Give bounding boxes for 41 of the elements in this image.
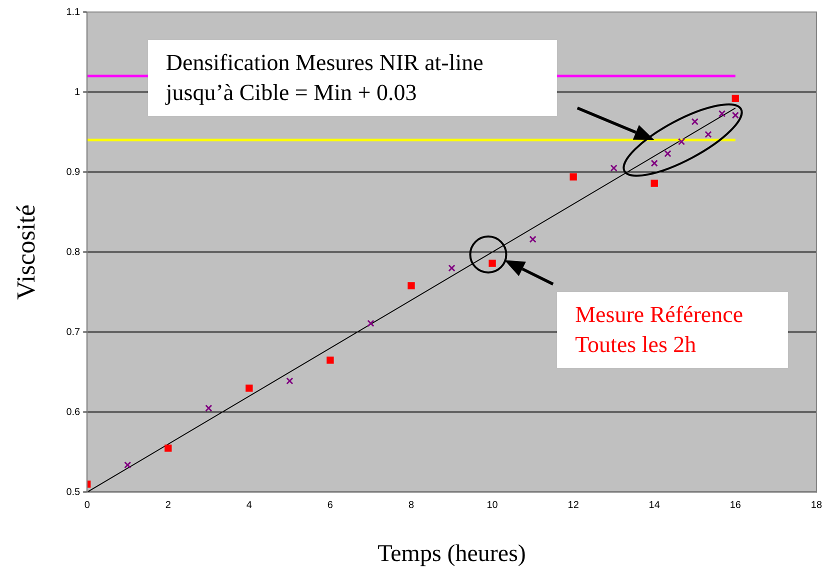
y-tick-label: 0.6 (66, 406, 81, 418)
y-tick-label: 0.8 (66, 246, 81, 258)
point (326, 356, 334, 364)
y-tick-label: 0.5 (66, 486, 81, 498)
point (286, 377, 294, 385)
x-tick-label: 12 (568, 500, 580, 511)
x-tick-label: 0 (84, 500, 90, 511)
point (164, 444, 172, 452)
y-tick-label: 0.9 (66, 166, 81, 178)
point (205, 404, 212, 412)
x-tick-label: 18 (810, 500, 822, 511)
point (650, 180, 658, 187)
point (448, 264, 456, 272)
point (529, 236, 536, 243)
point (678, 138, 686, 146)
x-tick-label: 2 (165, 500, 172, 511)
x-tick-label: 14 (648, 500, 660, 511)
point (367, 320, 374, 327)
point (704, 130, 712, 138)
y-tick-label: 0.7 (66, 326, 81, 338)
point (732, 94, 739, 102)
point (650, 160, 658, 167)
x-tick-label: 8 (408, 500, 414, 511)
point (408, 282, 415, 290)
x-axis-title: Temps (heures) (378, 540, 526, 567)
point (718, 110, 726, 118)
point (570, 173, 577, 180)
x-tick-label: 16 (730, 500, 742, 511)
y-tick-label: 1.1 (66, 6, 81, 18)
point (610, 164, 618, 172)
x-tick-label: 4 (246, 500, 252, 511)
point (691, 118, 698, 126)
point (124, 461, 132, 469)
point (246, 384, 253, 392)
x-tick-label: 10 (486, 500, 498, 511)
x-tick-label: 6 (327, 500, 334, 511)
point (488, 260, 496, 267)
point (664, 150, 672, 158)
y-tick-label: 1 (74, 86, 81, 98)
y-axis-title: Viscosité (11, 204, 40, 300)
point (732, 112, 739, 119)
